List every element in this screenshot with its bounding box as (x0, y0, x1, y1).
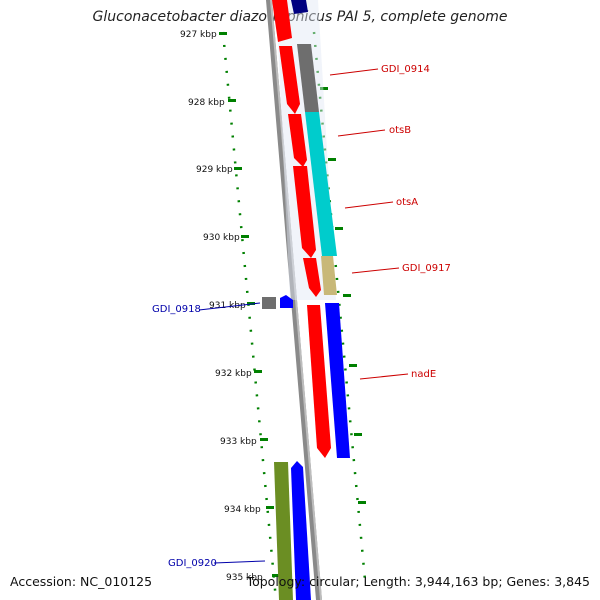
tick-mark (219, 32, 227, 35)
tick-mark (234, 167, 242, 170)
gene-arrow-blue[interactable] (280, 295, 293, 308)
genome-stats: Topology: circular; Length: 3,944,163 bp… (246, 574, 590, 589)
gene-arrow-red[interactable] (293, 166, 316, 258)
callout-line (351, 267, 400, 274)
length-value: 3,944,163 bp (414, 574, 499, 589)
length-label: Length: (363, 574, 411, 589)
accession-value: NC_010125 (80, 574, 153, 589)
tick-mark (335, 227, 343, 230)
scale-label: 928 kbp (188, 98, 225, 108)
callout-line (329, 68, 379, 76)
gene-block-otsb[interactable] (305, 112, 337, 256)
scale-label: 933 kbp (220, 437, 257, 447)
topology-label: Topology: (246, 574, 306, 589)
gene-arrow-red[interactable] (288, 114, 307, 167)
tick-mark (247, 302, 255, 305)
tick-mark (266, 506, 274, 509)
scale-label: 935 kbp (226, 573, 263, 583)
gene-block-nade[interactable] (325, 303, 350, 458)
genome-backbone-highlight (270, 0, 322, 600)
genes-label: Genes: (506, 574, 551, 589)
gene-arrow-red[interactable] (307, 305, 331, 458)
gene-block-gdi0918[interactable] (262, 297, 276, 309)
gene-arrow-navy[interactable] (291, 0, 308, 14)
scale-label: 931 kbp (209, 301, 246, 311)
left-ticks (219, 32, 280, 577)
callout-line (198, 302, 261, 311)
tick-mark (328, 158, 336, 161)
accession-info: Accession: NC_010125 (10, 574, 152, 589)
topology-value: circular (309, 574, 356, 589)
scale-label: 930 kbp (203, 233, 240, 243)
map-title: Gluconacetobacter diazotrophicus PAI 5, … (92, 9, 508, 25)
callout-line (337, 129, 386, 137)
gene-block-gdi0920-green[interactable] (274, 462, 293, 600)
gene-arrow-red[interactable] (272, 0, 292, 42)
scale-label: 927 kbp (180, 30, 217, 40)
tick-mark (343, 294, 351, 297)
callout-line (359, 373, 409, 380)
gene-label-gdi0914[interactable]: GDI_0914 (381, 64, 430, 75)
callout-line (213, 560, 266, 564)
gene-arrow-blue[interactable] (291, 461, 311, 600)
genes-value: 3,845 (554, 574, 590, 589)
tick-mark (241, 235, 249, 238)
right-ruler-dots (312, 31, 367, 581)
gene-label-nade[interactable]: nadE (411, 369, 436, 380)
gene-label-gdi0920[interactable]: GDI_0920 (168, 558, 217, 569)
gene-block-gdi0917[interactable] (321, 256, 337, 295)
gene-label-gdi0917[interactable]: GDI_0917 (402, 263, 451, 274)
right-ticks (320, 87, 366, 504)
gene-label-otsb[interactable]: otsB (389, 125, 411, 136)
scale-label: 934 kbp (224, 505, 261, 515)
scale-label: 932 kbp (215, 369, 252, 379)
gene-block-gdi0914[interactable] (297, 44, 319, 112)
tick-mark (254, 370, 262, 373)
tick-mark (260, 438, 268, 441)
callout-line (344, 201, 394, 209)
gene-arrow-red[interactable] (303, 258, 321, 297)
tick-mark (349, 364, 357, 367)
tick-mark (228, 99, 236, 102)
gene-label-otsa[interactable]: otsA (396, 197, 418, 208)
tick-mark (320, 87, 328, 90)
scale-label: 929 kbp (196, 165, 233, 175)
tick-mark (272, 574, 280, 577)
accession-label: Accession: (10, 574, 77, 589)
tick-mark (358, 501, 366, 504)
gene-label-gdi0918[interactable]: GDI_0918 (152, 304, 201, 315)
tick-mark (354, 433, 362, 436)
gene-arrow-red[interactable] (279, 46, 300, 114)
